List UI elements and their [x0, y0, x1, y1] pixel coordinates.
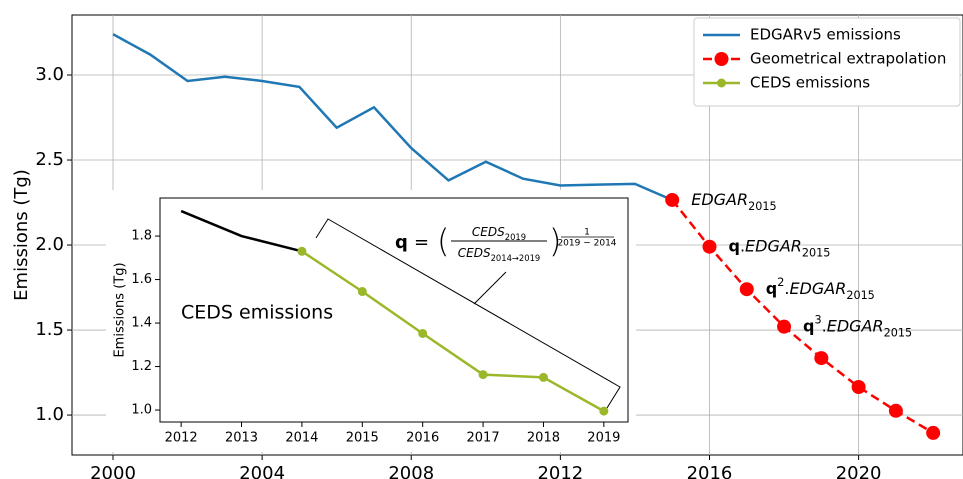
legend-box: [693, 17, 961, 107]
axes: 2012 2013 2014 2015 2016 2017 2018 2019 1.0 1.2 1.…: [131, 229, 620, 446]
x-tick-label: 2016: [406, 430, 439, 445]
legend-label: CEDS emissions: [750, 74, 870, 92]
formula-eq: =: [414, 232, 429, 253]
series-line: [180, 209, 303, 253]
data-point: [478, 370, 488, 380]
legend-marker: [714, 52, 729, 66]
y-tick-label: 1.4: [131, 316, 152, 331]
x-tick-label: 2015: [346, 430, 379, 445]
annotation-part: q: [728, 236, 739, 255]
bracket: [315, 218, 621, 409]
y-tick-label: 1.0: [131, 403, 152, 418]
exponent-denominator: 2019 − 2014: [557, 239, 616, 249]
x-tick-label: 2013: [225, 430, 258, 445]
data-point: [888, 403, 903, 418]
annotation-part: .: [740, 236, 745, 255]
y-tick-label: 2.0: [35, 234, 64, 255]
annotation-part: q: [803, 316, 814, 335]
annotation-part: 2019: [505, 232, 526, 242]
inset-background: [106, 190, 636, 452]
y-tick-label: 3.0: [35, 64, 64, 85]
legend-label: Geometrical extrapolation: [750, 50, 946, 68]
formula-paren: ): [549, 222, 561, 260]
data-point: [926, 425, 941, 440]
annotation-part: EDGAR: [691, 189, 748, 208]
annotation-part: 2: [777, 276, 784, 289]
annotation-part: q: [766, 279, 777, 298]
annotation-part: 3: [815, 313, 822, 326]
annotation-part: 2014→2019: [491, 253, 541, 263]
x-tick-label: 2014: [285, 430, 318, 445]
x-tick-label: 2000: [90, 463, 136, 479]
data-point: [357, 287, 367, 297]
annotation-part: EDGAR: [827, 316, 884, 335]
data-point: [777, 319, 792, 334]
y-tick-label: 1.8: [131, 229, 152, 244]
annotation-part: CEDS: [458, 246, 491, 260]
annotation-part: 2015: [884, 326, 912, 339]
data-point: [538, 372, 548, 382]
y-tick-label: 1.5: [35, 319, 64, 340]
formula-lhs: q: [395, 232, 408, 253]
x-tick-label: 2017: [467, 430, 500, 445]
y-tick-label: 1.2: [131, 359, 152, 374]
x-tick-label: 2004: [239, 463, 285, 479]
plot-frame: [71, 14, 963, 456]
y-tick-label: 2.5: [35, 149, 64, 170]
series-line: [301, 250, 605, 413]
annotation-part: CEDS: [472, 225, 505, 239]
formula-paren: (: [437, 222, 449, 260]
inset-label: CEDS emissions: [181, 302, 333, 324]
x-tick-label: 2016: [687, 463, 733, 479]
data-point: [599, 406, 609, 416]
x-tick-label: 2019: [587, 430, 620, 445]
data-point: [665, 192, 680, 207]
formula-denominator: CEDS2014→2019: [458, 246, 540, 263]
x-tick-label: 2012: [537, 463, 583, 479]
annotation-part: .: [784, 279, 789, 298]
annotation: q3.EDGAR2015: [803, 313, 912, 339]
x-tick-label: 2020: [836, 463, 882, 479]
data-point: [739, 282, 754, 297]
data-point: [851, 379, 866, 394]
x-tick-label: 2012: [165, 430, 198, 445]
data-point: [702, 239, 717, 254]
annotation-part: .: [822, 316, 827, 335]
inset-frame: [159, 197, 629, 423]
series-line: [112, 33, 673, 202]
exponent-numerator: 1: [584, 228, 590, 238]
annotation-part: 2015: [802, 246, 830, 259]
annotation-part: EDGAR: [745, 236, 802, 255]
annotation: q2.EDGAR2015: [766, 276, 875, 302]
legend: EDGARv5 emissions Geometrical extrapolati…: [693, 17, 961, 107]
y-tick-label: 1.6: [131, 272, 152, 287]
legend-marker: [717, 78, 726, 88]
y-axis-label: Emissions (Tg): [11, 169, 32, 301]
y-tick-label: 1.0: [35, 404, 64, 425]
legend-label: EDGARv5 emissions: [750, 26, 901, 44]
bracket-pointer: [473, 271, 507, 305]
data-point: [814, 351, 829, 366]
annotation: q.EDGAR2015: [728, 236, 830, 259]
inset-y-label: Emissions (Tg): [113, 262, 128, 357]
annotation-part: 2015: [846, 289, 874, 302]
formula-numerator: CEDS2019: [472, 225, 526, 242]
annotation-part: EDGAR: [789, 279, 846, 298]
x-tick-label: 2008: [388, 463, 434, 479]
data-point: [297, 246, 307, 256]
annotation: EDGAR2015: [691, 189, 776, 212]
data-point: [418, 328, 428, 338]
x-tick-label: 2018: [527, 430, 560, 445]
series-line: [671, 199, 934, 434]
annotation-part: 2015: [748, 199, 776, 212]
